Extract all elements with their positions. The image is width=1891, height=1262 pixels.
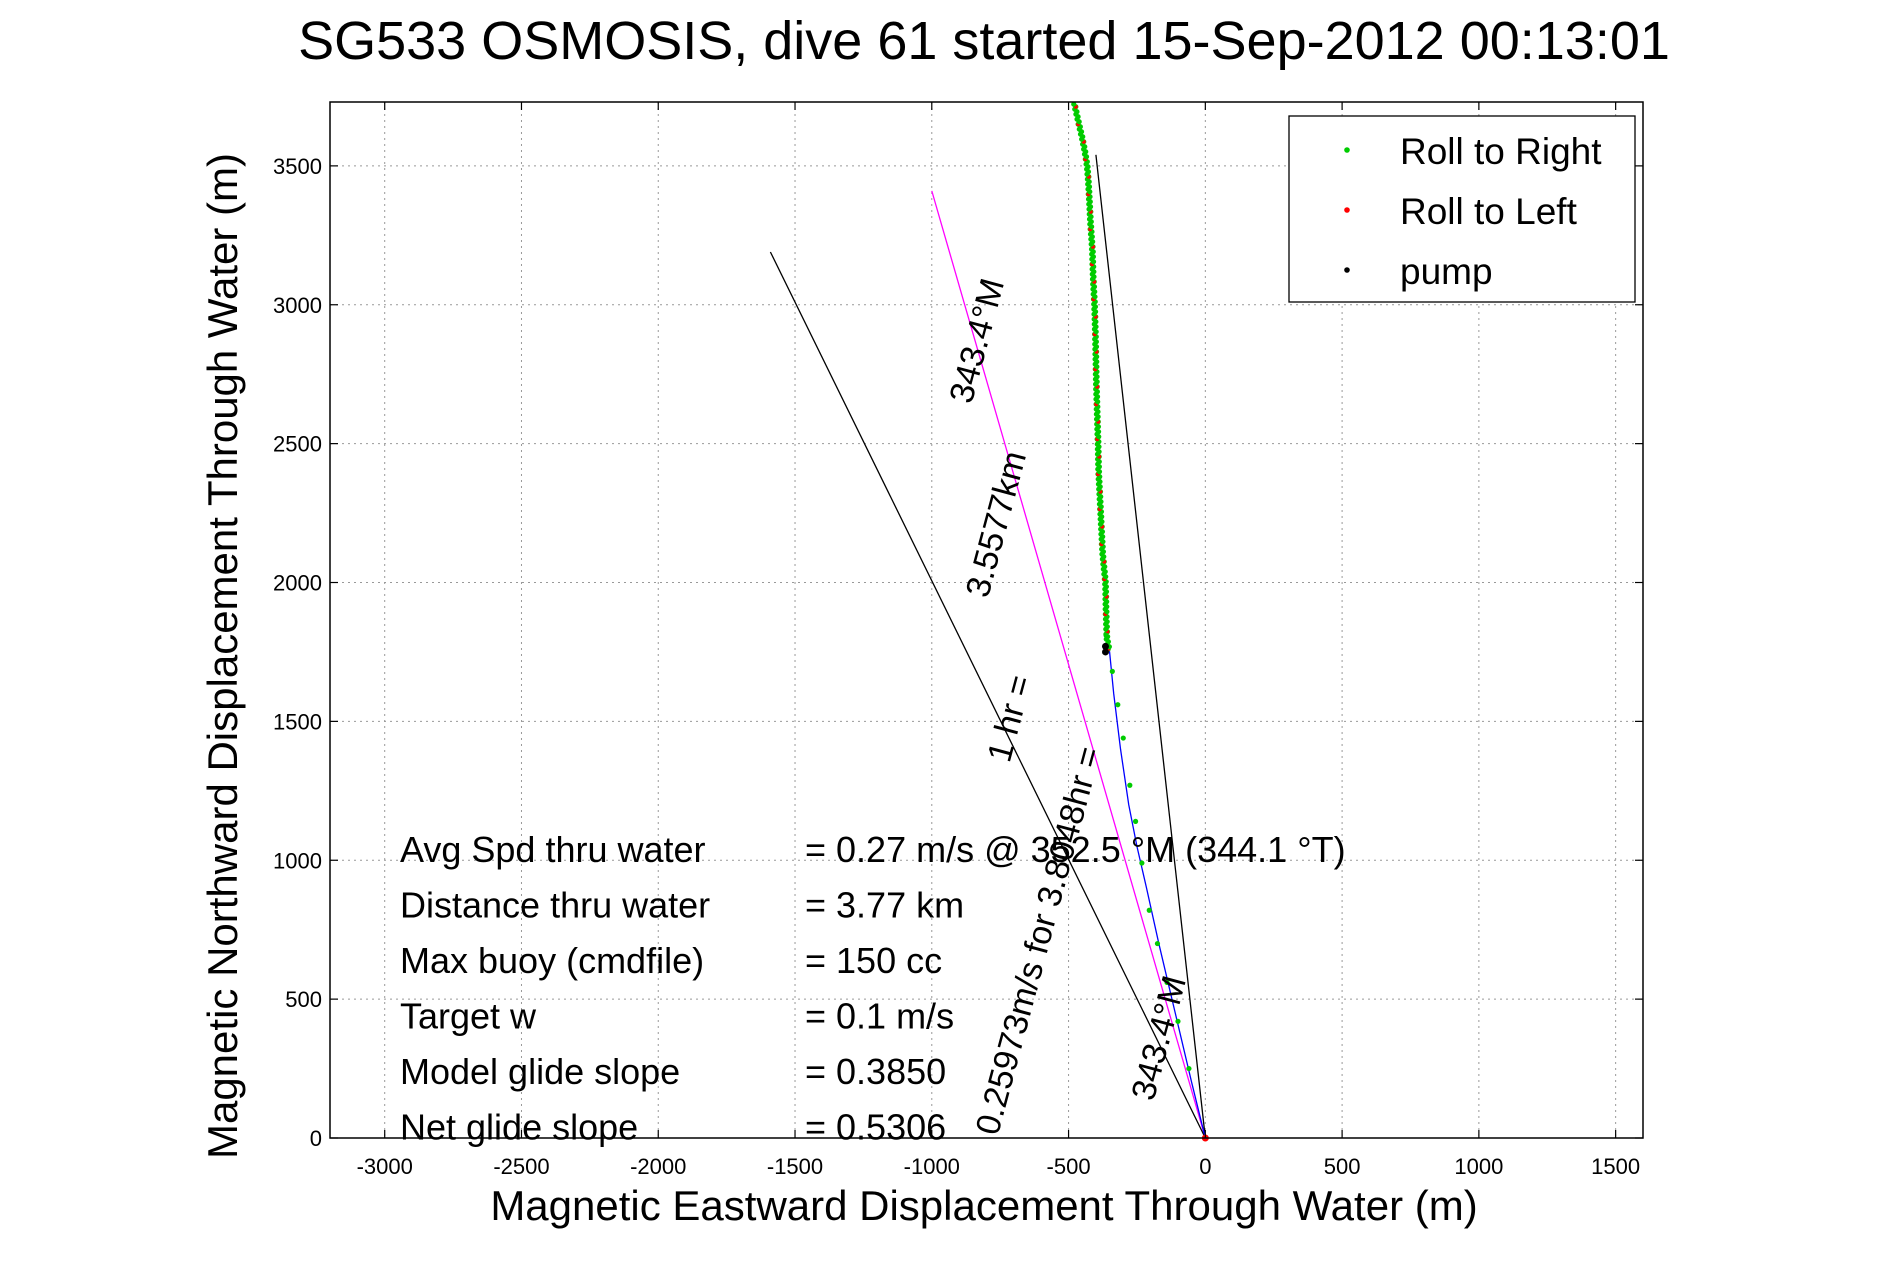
roll-right-marker xyxy=(1164,979,1170,986)
y-axis-label: Magnetic Northward Displacement Through … xyxy=(199,153,246,1159)
y-tick-label: 2000 xyxy=(273,571,322,596)
pump-marker xyxy=(1101,642,1109,650)
stat-value: = 0.27 m/s @ 352.5 °M (344.1 °T) xyxy=(805,829,1346,870)
legend-label: pump xyxy=(1400,251,1493,292)
roll-right-marker xyxy=(1115,702,1121,708)
heading-343.4-short-line xyxy=(1095,154,1206,1139)
stat-value: = 3.77 km xyxy=(805,885,964,926)
heading-343.4-long-line xyxy=(931,190,1206,1139)
y-tick-label: 3500 xyxy=(273,154,322,179)
roll-right-marker xyxy=(1120,735,1126,741)
x-tick-label: 1500 xyxy=(1591,1154,1640,1179)
stat-label: Target w xyxy=(400,996,537,1037)
roll-right-marker xyxy=(1109,668,1115,674)
x-tick-label: -1000 xyxy=(904,1154,960,1179)
roll-right-marker xyxy=(1132,818,1139,824)
x-tick-label: -500 xyxy=(1047,1154,1091,1179)
stat-value: = 0.1 m/s xyxy=(805,996,954,1037)
y-tick-label: 0 xyxy=(310,1126,322,1151)
stats-block: Avg Spd thru water = 0.27 m/s @ 352.5 °M … xyxy=(400,829,1346,1148)
y-tick-label: 3000 xyxy=(273,293,322,318)
legend-marker xyxy=(1344,267,1350,273)
y-tick-label: 1000 xyxy=(273,848,322,873)
roll-right-marker xyxy=(1175,1018,1181,1024)
legend-marker xyxy=(1344,147,1350,153)
x-tick-label: 0 xyxy=(1199,1154,1211,1179)
stat-label: Model glide slope xyxy=(400,1051,680,1092)
stat-label: Distance thru water xyxy=(400,885,710,926)
y-tick-label: 500 xyxy=(285,987,322,1012)
legend-marker xyxy=(1344,207,1350,213)
dive-track xyxy=(1071,101,1209,1142)
legend-label: Roll to Left xyxy=(1400,191,1578,232)
roll-right-marker xyxy=(1103,632,1109,638)
x-tick-label: -2500 xyxy=(493,1154,549,1179)
x-tick-label: 500 xyxy=(1324,1154,1361,1179)
legend: Roll to Right Roll to Left pump xyxy=(1288,115,1636,303)
x-tick-label: -3000 xyxy=(357,1154,413,1179)
stat-value: = 150 cc xyxy=(805,940,942,981)
stat-label: Net glide slope xyxy=(400,1107,638,1148)
grid xyxy=(330,102,1643,1139)
axis-ticks: -3000 -2500 -2000 -1500 -1000 -500 0 500 1000 150… xyxy=(273,102,1643,1179)
pump-marker xyxy=(1101,648,1109,656)
roll-right-marker xyxy=(1146,907,1152,913)
roll-right-marker xyxy=(1154,940,1161,947)
reference-lines xyxy=(769,154,1206,1139)
roll-right-marker xyxy=(1127,782,1133,788)
glide-slope-line xyxy=(769,251,1206,1139)
y-tick-label: 1500 xyxy=(273,709,322,734)
y-tick-label: 2500 xyxy=(273,432,322,457)
x-axis-label: Magnetic Eastward Displacement Through W… xyxy=(490,1182,1477,1229)
roll-right-marker xyxy=(1139,860,1145,866)
stat-value: = 0.5306 xyxy=(805,1107,946,1148)
plot-frame xyxy=(329,101,1644,1139)
legend-label: Roll to Right xyxy=(1400,131,1602,172)
roll-right-marker xyxy=(1071,101,1077,107)
x-tick-label: -1500 xyxy=(767,1154,823,1179)
chart-title: SG533 OSMOSIS, dive 61 started 15-Sep-20… xyxy=(298,11,1670,71)
roll-right-marker xyxy=(1186,1065,1192,1072)
stat-value: = 0.3850 xyxy=(805,1051,946,1092)
x-tick-label: -2000 xyxy=(630,1154,686,1179)
stat-label: Max buoy (cmdfile) xyxy=(400,940,704,981)
stat-label: Avg Spd thru water xyxy=(400,829,706,870)
x-tick-label: 1000 xyxy=(1454,1154,1503,1179)
